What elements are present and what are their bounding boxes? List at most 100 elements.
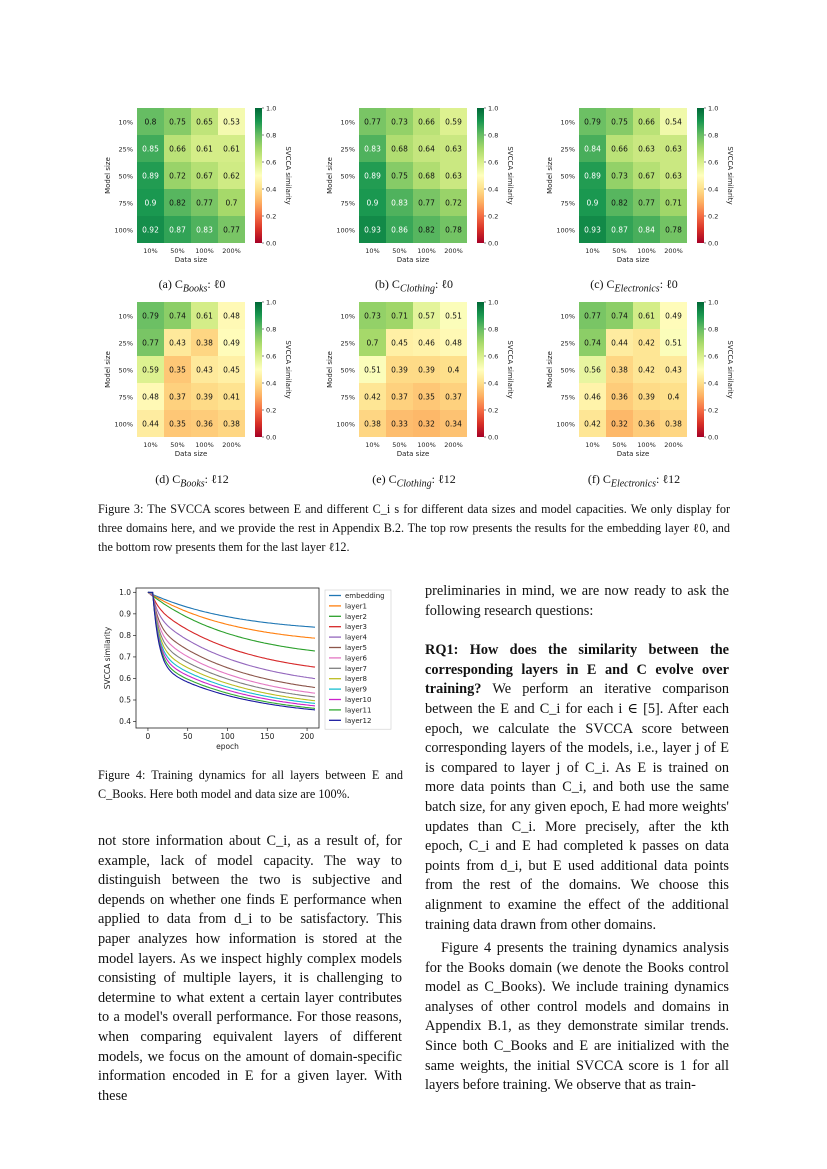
col-tick-label: 100% xyxy=(195,247,214,255)
heatmap-cell xyxy=(164,216,191,243)
colorbar-label: SVCCA similarity xyxy=(726,146,734,204)
legend-entry: layer1 xyxy=(345,602,367,610)
x-axis-label: Data size xyxy=(617,450,650,458)
cell-value-label: 0.44 xyxy=(142,420,159,429)
colorbar-tick-label: 0.4 xyxy=(266,380,276,388)
heatmap-cell xyxy=(606,356,633,383)
heatmap-cell xyxy=(660,302,687,329)
cell-value-label: 0.75 xyxy=(391,172,408,181)
heatmap-cell xyxy=(606,162,633,189)
heatmap-cell xyxy=(359,302,386,329)
heatmap-cell xyxy=(413,302,440,329)
series-line-layer7 xyxy=(147,591,316,698)
col-tick-label: 200% xyxy=(444,247,463,255)
colorbar-label: SVCCA similarity xyxy=(506,340,514,398)
cell-value-label: 0.38 xyxy=(196,339,213,348)
colorbar-tick-label: 1.0 xyxy=(708,105,718,113)
cell-value-label: 0.45 xyxy=(223,366,240,375)
row-tick-label: 50% xyxy=(341,173,355,181)
heatmap-cell xyxy=(191,162,218,189)
cell-value-label: 0.48 xyxy=(223,312,240,321)
cell-value-label: 0.92 xyxy=(142,226,159,235)
cell-value-label: 0.67 xyxy=(638,172,655,181)
series-line-layer12 xyxy=(147,591,316,711)
row-tick-label: 10% xyxy=(119,313,133,321)
legend-entry: layer11 xyxy=(345,706,371,714)
col-tick-label: 10% xyxy=(585,441,599,449)
series-line-layer9 xyxy=(147,591,316,704)
cell-value-label: 0.51 xyxy=(445,312,462,321)
row-tick-label: 75% xyxy=(561,394,575,402)
heatmap-cell xyxy=(633,383,660,410)
heatmap-cell xyxy=(440,329,467,356)
colorbar-tick-label: 0.0 xyxy=(708,434,718,442)
colorbar-label: SVCCA similarity xyxy=(284,340,292,398)
cell-value-label: 0.39 xyxy=(391,366,408,375)
cell-value-label: 0.32 xyxy=(418,420,435,429)
colorbar-tick-label: 0.0 xyxy=(708,240,718,248)
figure4-caption: Figure 4: Training dynamics for all laye… xyxy=(98,768,403,801)
row-tick-label: 100% xyxy=(556,227,575,235)
x-axis-label: Data size xyxy=(175,450,208,458)
cell-value-label: 0.53 xyxy=(223,118,240,127)
heatmap-e: 0.73 0.71 0.57 0.51 0.7 0.45 0.46 0.48 0.51 0.39 0… xyxy=(322,294,522,459)
cell-value-label: 0.37 xyxy=(391,393,408,402)
heatmap-cell xyxy=(633,410,660,437)
cell-value-label: 0.72 xyxy=(169,172,186,181)
cell-value-label: 0.42 xyxy=(364,393,381,402)
heatmap-cell xyxy=(660,329,687,356)
cell-value-label: 0.78 xyxy=(665,226,682,235)
cell-value-label: 0.63 xyxy=(638,145,655,154)
y-tick-label: 0.5 xyxy=(119,696,131,705)
col-tick-label: 50% xyxy=(170,441,184,449)
heatmap-cell xyxy=(660,410,687,437)
heatmap-cell xyxy=(359,189,386,216)
heatmap-cell xyxy=(660,189,687,216)
colorbar-tick-label: 0.8 xyxy=(266,132,276,140)
row-tick-label: 25% xyxy=(341,146,355,154)
heatmap-cell xyxy=(359,162,386,189)
cell-value-label: 0.73 xyxy=(391,118,408,127)
heatmap-cell xyxy=(386,383,413,410)
y-tick-label: 0.8 xyxy=(119,631,131,640)
colorbar-tick-label: 0.4 xyxy=(488,380,498,388)
heatmap-cell xyxy=(359,410,386,437)
heatmap-cell xyxy=(440,189,467,216)
cell-value-label: 0.4 xyxy=(448,366,460,375)
cell-value-label: 0.37 xyxy=(169,393,186,402)
cell-value-label: 0.51 xyxy=(665,339,682,348)
x-axis-label: Data size xyxy=(175,256,208,264)
series-line-layer8 xyxy=(147,591,316,702)
heatmap-cell xyxy=(191,410,218,437)
cell-value-label: 0.77 xyxy=(638,199,655,208)
legend-entry: embedding xyxy=(345,592,385,600)
y-tick-label: 1.0 xyxy=(119,588,131,597)
heatmap-svg: 0.73 0.71 0.57 0.51 0.7 0.45 0.46 0.48 0.51 0.39 0… xyxy=(326,299,514,459)
colorbar-label: SVCCA similarity xyxy=(284,146,292,204)
col-tick-label: 200% xyxy=(664,441,683,449)
col-tick-label: 50% xyxy=(392,441,406,449)
y-axis-label: Model size xyxy=(326,351,334,388)
x-axis-label: epoch xyxy=(216,742,239,751)
heatmap-c: 0.79 0.75 0.66 0.54 0.84 0.66 0.63 0.63 0.89 0.73… xyxy=(542,100,742,265)
row-tick-label: 100% xyxy=(556,421,575,429)
cell-value-label: 0.63 xyxy=(665,172,682,181)
legend-entry: layer4 xyxy=(345,634,368,642)
cell-value-label: 0.34 xyxy=(445,420,462,429)
colorbar-tick-label: 0.4 xyxy=(708,186,718,194)
colorbar-tick-label: 0.6 xyxy=(266,353,276,361)
cell-value-label: 0.39 xyxy=(418,366,435,375)
heatmap-cell xyxy=(413,356,440,383)
cell-value-label: 0.63 xyxy=(445,145,462,154)
cell-value-label: 0.73 xyxy=(611,172,628,181)
cell-value-label: 0.77 xyxy=(142,339,159,348)
row-tick-label: 100% xyxy=(114,421,133,429)
cell-value-label: 0.77 xyxy=(196,199,213,208)
heatmap-cell xyxy=(633,216,660,243)
cell-value-label: 0.82 xyxy=(418,226,435,235)
cell-value-label: 0.42 xyxy=(638,366,655,375)
cell-value-label: 0.46 xyxy=(418,339,435,348)
cell-value-label: 0.9 xyxy=(367,199,379,208)
cell-value-label: 0.7 xyxy=(367,339,379,348)
heatmap-cell xyxy=(164,329,191,356)
